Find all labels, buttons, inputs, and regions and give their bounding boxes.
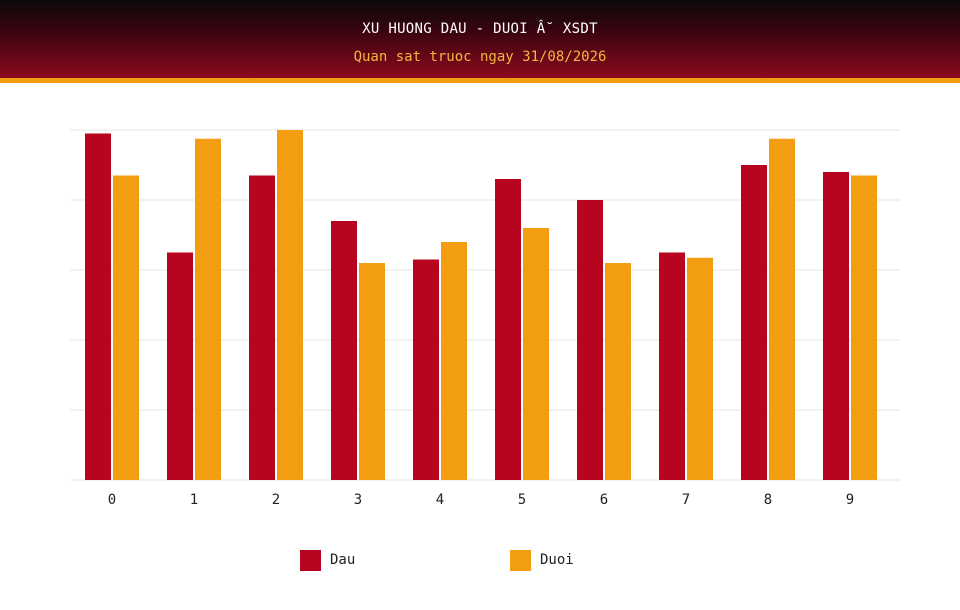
bar-dau-3[interactable] [331, 221, 357, 480]
bar-duoi-1[interactable] [195, 138, 221, 480]
bar-duoi-6[interactable] [605, 263, 631, 480]
x-tick-label-3: 3 [354, 492, 362, 508]
x-tick-label-0: 0 [108, 492, 116, 508]
chart-title: XU HUONG DAU - DUOI Â˘ XSDT [362, 21, 598, 37]
bar-duoi-7[interactable] [687, 257, 713, 480]
legend-swatch-dau [300, 549, 321, 571]
x-tick-label-2: 2 [272, 492, 280, 508]
bar-dau-9[interactable] [823, 172, 849, 480]
bar-duoi-0[interactable] [113, 175, 139, 481]
header-accent-stripe [0, 78, 960, 83]
bar-dau-2[interactable] [249, 175, 275, 481]
x-tick-label-9: 9 [846, 492, 854, 508]
x-tick-label-8: 8 [764, 492, 772, 508]
bar-duoi-3[interactable] [359, 263, 385, 480]
legend-swatch-duoi [510, 549, 531, 571]
legend: Dau Duoi [0, 549, 960, 573]
bar-chart: 0 1 2 3 4 5 6 7 8 9 [70, 129, 900, 508]
bar-dau-1[interactable] [167, 252, 193, 481]
bar-dau-6[interactable] [577, 200, 603, 480]
legend-item-dau[interactable]: Dau [300, 549, 355, 571]
x-tick-label-5: 5 [518, 492, 526, 508]
chart-header [0, 0, 960, 78]
legend-label-dau: Dau [330, 552, 356, 568]
legend-item-duoi[interactable]: Duoi [510, 549, 574, 571]
bar-dau-5[interactable] [495, 179, 521, 480]
x-tick-label-7: 7 [682, 492, 690, 508]
x-tick-label-6: 6 [600, 492, 608, 508]
bar-duoi-9[interactable] [851, 175, 877, 481]
bar-duoi-2[interactable] [277, 130, 303, 480]
bars [85, 130, 877, 480]
bar-duoi-8[interactable] [769, 138, 795, 480]
chart-subtitle: Quan sat truoc ngay 31/08/2026 [353, 49, 607, 65]
bar-dau-0[interactable] [85, 133, 111, 481]
bar-duoi-4[interactable] [441, 242, 467, 480]
x-tick-label-4: 4 [436, 492, 444, 508]
legend-label-duoi: Duoi [540, 552, 574, 568]
bar-dau-7[interactable] [659, 252, 685, 481]
bar-duoi-5[interactable] [523, 228, 549, 480]
x-tick-labels: 0 1 2 3 4 5 6 7 8 9 [108, 492, 854, 508]
bar-dau-8[interactable] [741, 165, 767, 480]
bar-dau-4[interactable] [413, 259, 439, 481]
x-tick-label-1: 1 [190, 492, 198, 508]
